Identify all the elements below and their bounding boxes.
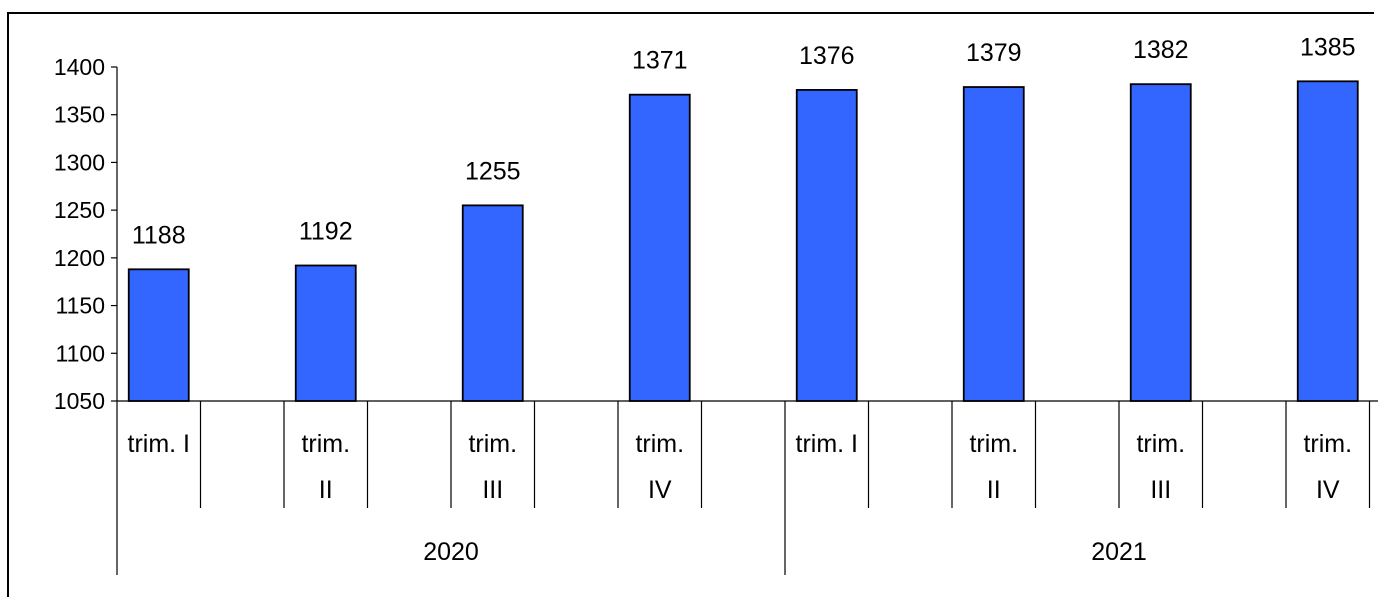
group-label-2021: 2021: [1091, 538, 1147, 566]
data-label: 1382: [1133, 36, 1189, 64]
bar: [1129, 83, 1192, 402]
category-label: trim.: [969, 430, 1018, 458]
category-label: II: [319, 476, 333, 504]
y-tick-label: 1100: [56, 340, 105, 366]
data-label: 1188: [132, 221, 186, 249]
y-tick-label: 1400: [54, 54, 105, 80]
data-label: 1255: [465, 157, 521, 185]
bar: [628, 93, 691, 402]
data-label: 1385: [1300, 33, 1356, 61]
category-label: IV: [1316, 476, 1340, 504]
bar: [461, 204, 524, 402]
data-label: 1371: [632, 47, 688, 75]
category-label: trim.: [468, 430, 517, 458]
data-label: 1376: [799, 42, 855, 70]
data-label: 1379: [966, 39, 1022, 67]
category-label: trim.: [1303, 430, 1352, 458]
bar: [1296, 80, 1359, 402]
y-tick-label: 1250: [54, 197, 105, 223]
bar: [294, 264, 357, 402]
category-label: II: [987, 476, 1001, 504]
y-tick-label: 1150: [56, 293, 105, 319]
y-tick-label: 1300: [54, 149, 105, 175]
category-label: trim.: [635, 430, 684, 458]
category-label: trim.: [1136, 430, 1185, 458]
y-tick-label: 1350: [54, 102, 105, 128]
bar: [127, 268, 190, 402]
category-label: trim. I: [796, 430, 859, 458]
y-tick-label: 1200: [54, 245, 105, 271]
y-tick-label: 1050: [54, 388, 105, 414]
category-label: trim. I: [128, 430, 191, 458]
group-label-2020: 2020: [423, 538, 479, 566]
category-label: III: [1150, 476, 1171, 504]
category-label: IV: [648, 476, 672, 504]
category-label: III: [482, 476, 503, 504]
data-label: 1192: [299, 217, 353, 245]
chart-frame: [7, 12, 1374, 597]
bar: [962, 86, 1025, 402]
bar: [795, 89, 858, 402]
category-label: trim.: [301, 430, 350, 458]
